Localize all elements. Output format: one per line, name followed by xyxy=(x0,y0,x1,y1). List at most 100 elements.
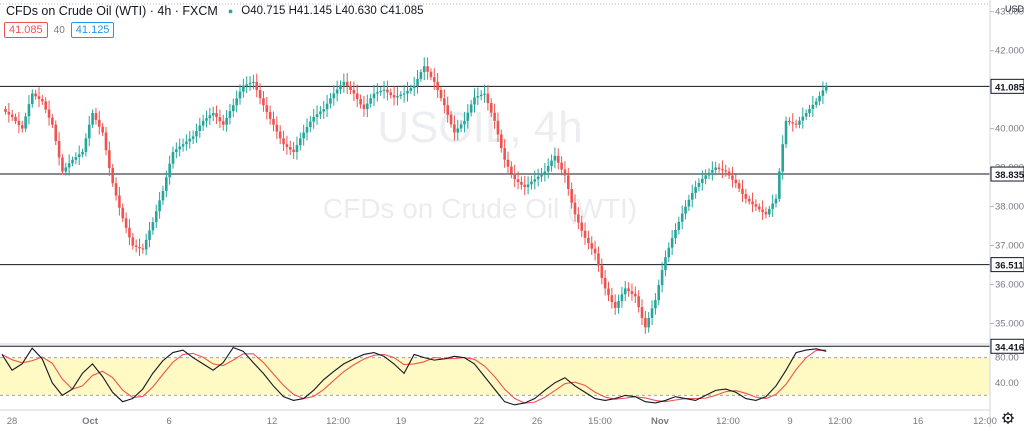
candle-down xyxy=(7,102,11,123)
candle-body xyxy=(325,103,329,110)
candle-up xyxy=(550,154,553,172)
candle-body xyxy=(369,98,372,104)
candle-body xyxy=(791,122,795,124)
candle-body xyxy=(218,117,222,122)
candle-body xyxy=(818,95,821,102)
candle-body xyxy=(416,78,419,86)
buy-price-button[interactable]: 41.125 xyxy=(70,22,115,38)
candle-up xyxy=(526,176,530,195)
candle-down xyxy=(285,135,289,155)
candle-body xyxy=(570,189,573,203)
candle-body xyxy=(362,104,366,110)
candle-body xyxy=(4,109,7,112)
candle-body xyxy=(355,93,359,100)
candle-body xyxy=(255,81,259,91)
candle-body xyxy=(640,307,644,319)
candle-up xyxy=(396,87,399,106)
sell-price-button[interactable]: 41.085 xyxy=(4,22,48,38)
candle-up xyxy=(309,115,312,133)
candle-body xyxy=(258,90,262,99)
candle-up xyxy=(824,82,828,94)
candle-body xyxy=(191,136,195,139)
candle-body xyxy=(118,195,121,208)
candle-up xyxy=(546,158,550,179)
candle-body xyxy=(20,125,24,129)
candle-down xyxy=(57,132,61,166)
candle-up xyxy=(312,108,315,129)
candle-body xyxy=(630,291,634,294)
candle-body xyxy=(610,295,614,303)
candle-down xyxy=(583,222,587,246)
candle-body xyxy=(489,103,493,113)
candle-body xyxy=(71,159,74,164)
candle-body xyxy=(590,243,594,249)
candle-body xyxy=(466,112,470,121)
candle-body xyxy=(272,118,275,125)
candle-up xyxy=(473,88,476,113)
candle-body xyxy=(349,85,352,91)
candle-up xyxy=(697,178,701,192)
candle-up xyxy=(151,217,155,235)
level-label: 38.835 xyxy=(995,170,1024,181)
candle-up xyxy=(402,84,406,103)
candle-body xyxy=(751,201,754,205)
candle-body xyxy=(516,179,520,183)
time-axis[interactable]: 28 Oct 6 12 12:00 19 22 26 15:00 Nov 12:00 9 12:00 16… xyxy=(0,409,1014,427)
candle-body xyxy=(252,81,255,84)
candle-down xyxy=(288,140,292,156)
candle-up xyxy=(382,80,386,99)
candle-body xyxy=(198,125,202,131)
stoch-d-line[interactable] xyxy=(1,349,827,404)
candle-down xyxy=(640,299,644,326)
candle-up xyxy=(322,101,326,119)
y-tick-label: 43.000 xyxy=(995,7,1024,18)
candle-down xyxy=(727,167,731,180)
candle-down xyxy=(486,85,490,111)
candle-body xyxy=(195,130,198,137)
candle-body xyxy=(657,285,661,301)
candle-body xyxy=(449,114,453,125)
candle-body xyxy=(453,124,456,133)
candle-body xyxy=(131,237,135,246)
candle-up xyxy=(483,84,486,103)
candle-down xyxy=(61,154,64,175)
candle-body xyxy=(332,93,336,99)
candle-down xyxy=(573,194,577,222)
candle-up xyxy=(479,90,483,101)
candle-down xyxy=(741,179,744,203)
candle-body xyxy=(208,115,212,119)
candle-up xyxy=(171,146,175,169)
candle-down xyxy=(443,89,446,114)
candle-body xyxy=(811,104,815,109)
candle-body xyxy=(727,171,731,176)
candle-down xyxy=(717,163,721,173)
x-tick-label: 12 xyxy=(267,416,278,427)
candle-up xyxy=(208,107,212,125)
candle-body xyxy=(627,288,630,292)
candle-down xyxy=(221,114,225,131)
candle-up xyxy=(821,81,825,104)
candle-body xyxy=(690,192,694,200)
market-status-icon: ● xyxy=(227,6,234,16)
candle-body xyxy=(821,90,825,96)
gear-tooth xyxy=(1010,413,1013,416)
symbol-title[interactable]: CFDs on Crude Oil (WTI) · 4h · FXCM xyxy=(6,4,218,18)
candle-up xyxy=(456,119,460,141)
candle-down xyxy=(41,95,44,105)
candle-body xyxy=(292,149,295,153)
candle-body xyxy=(530,181,533,185)
stoch-k-line[interactable] xyxy=(1,346,827,406)
candle-down xyxy=(567,168,570,196)
settings-gear-icon[interactable] xyxy=(1002,412,1014,424)
price-axis[interactable]: USD43.00042.00041.00040.00039.00038.0003… xyxy=(989,0,1024,427)
candle-body xyxy=(57,141,61,158)
candle-body xyxy=(510,166,513,174)
candle-up xyxy=(459,120,463,133)
candle-up xyxy=(684,200,687,220)
candle-up xyxy=(366,94,369,118)
candle-body xyxy=(396,96,399,98)
candle-body xyxy=(312,116,315,122)
candle-up xyxy=(335,80,339,102)
candle-down xyxy=(556,148,560,170)
